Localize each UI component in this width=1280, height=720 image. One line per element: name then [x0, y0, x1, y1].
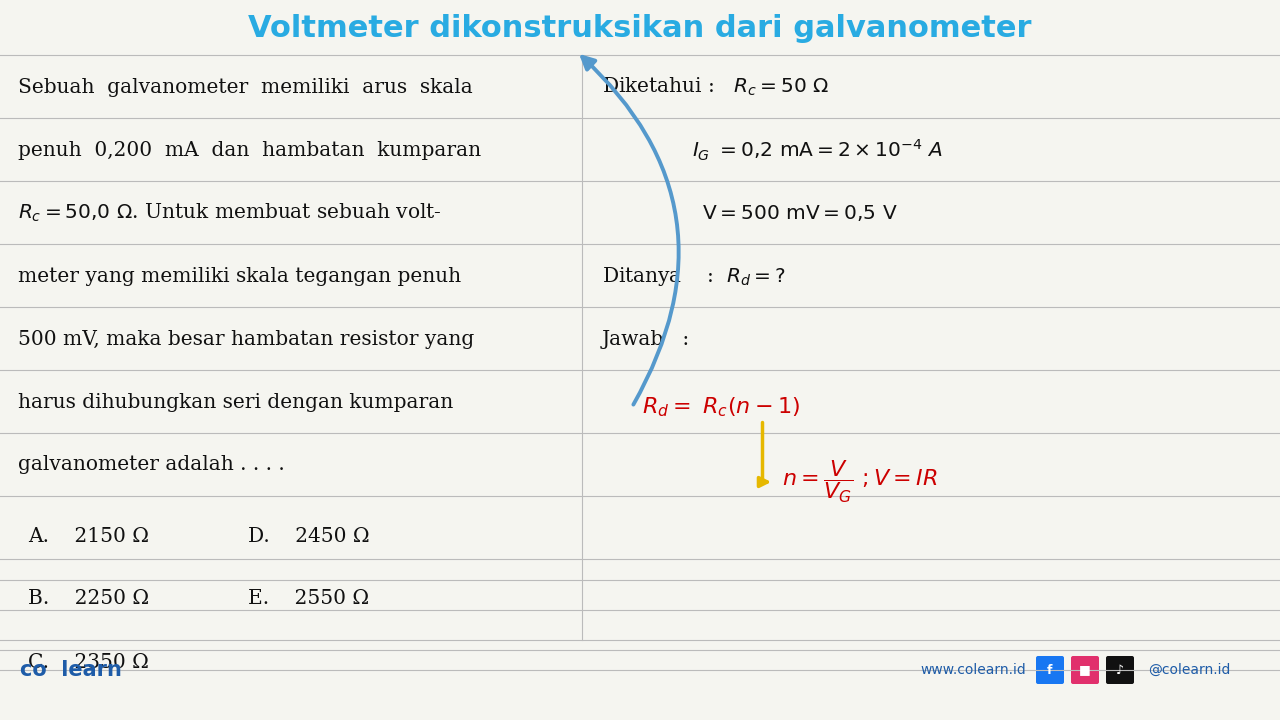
- Text: Diketahui :   $R_c = 50\ \Omega$: Diketahui : $R_c = 50\ \Omega$: [602, 76, 829, 98]
- Text: B.    2250 Ω: B. 2250 Ω: [28, 590, 150, 608]
- Text: galvanometer adalah . . . .: galvanometer adalah . . . .: [18, 456, 284, 474]
- FancyBboxPatch shape: [1106, 656, 1134, 684]
- Text: E.    2550 Ω: E. 2550 Ω: [248, 590, 369, 608]
- Text: @colearn.id: @colearn.id: [1148, 663, 1230, 677]
- Text: $R_d = \ R_c(n - 1)$: $R_d = \ R_c(n - 1)$: [643, 395, 800, 419]
- Text: 500 mV, maka besar hambatan resistor yang: 500 mV, maka besar hambatan resistor yan…: [18, 330, 475, 348]
- Text: Sebuah  galvanometer  memiliki  arus  skala: Sebuah galvanometer memiliki arus skala: [18, 78, 472, 96]
- Text: ■: ■: [1079, 664, 1091, 677]
- Text: Ditanya    :  $R_d = ?$: Ditanya : $R_d = ?$: [602, 264, 786, 287]
- Text: Voltmeter dikonstruksikan dari galvanometer: Voltmeter dikonstruksikan dari galvanome…: [248, 14, 1032, 42]
- Text: A.    2150 Ω: A. 2150 Ω: [28, 526, 148, 546]
- Text: penuh  0,200  mA  dan  hambatan  kumparan: penuh 0,200 mA dan hambatan kumparan: [18, 140, 481, 160]
- FancyBboxPatch shape: [1071, 656, 1100, 684]
- Text: D.    2450 Ω: D. 2450 Ω: [248, 526, 370, 546]
- Text: meter yang memiliki skala tegangan penuh: meter yang memiliki skala tegangan penuh: [18, 266, 461, 286]
- Text: www.colearn.id: www.colearn.id: [920, 663, 1025, 677]
- Text: co  learn: co learn: [20, 660, 122, 680]
- Text: $R_c = 50{,}0\ \Omega$. Untuk membuat sebuah volt-: $R_c = 50{,}0\ \Omega$. Untuk membuat se…: [18, 202, 442, 224]
- Text: Jawab   :: Jawab :: [602, 330, 690, 348]
- Text: f: f: [1047, 664, 1052, 677]
- Text: C.    2350 Ω: C. 2350 Ω: [28, 652, 148, 672]
- Text: $\mathrm{V} = 500\ \mathrm{mV} = 0{,}5\ \mathrm{V}$: $\mathrm{V} = 500\ \mathrm{mV} = 0{,}5\ …: [701, 203, 897, 223]
- Text: ♪: ♪: [1116, 664, 1124, 677]
- FancyBboxPatch shape: [1036, 656, 1064, 684]
- Text: $I_G\ = 0{,}2\ \mathrm{mA} = 2 \times 10^{-4}\ A$: $I_G\ = 0{,}2\ \mathrm{mA} = 2 \times 10…: [692, 138, 943, 163]
- Text: $n = \dfrac{V}{V_G}\ ; V = IR$: $n = \dfrac{V}{V_G}\ ; V = IR$: [782, 459, 937, 505]
- Text: harus dihubungkan seri dengan kumparan: harus dihubungkan seri dengan kumparan: [18, 392, 453, 412]
